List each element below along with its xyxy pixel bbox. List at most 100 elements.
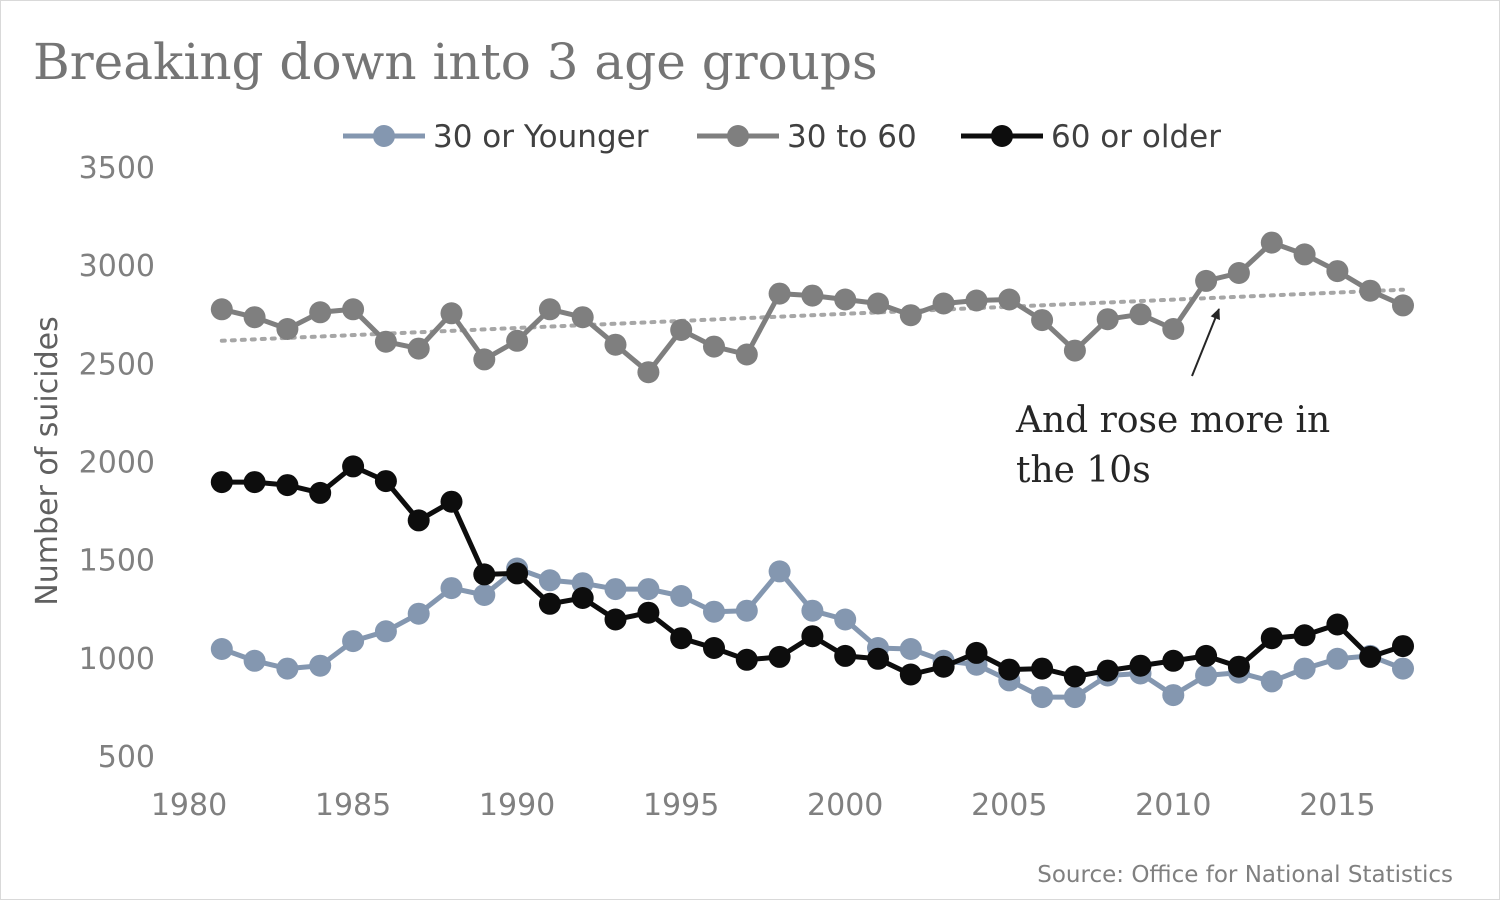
x-tick-label-2010: 2010: [1135, 788, 1211, 823]
data-point-60-or-older-2011: [1195, 644, 1218, 667]
x-tick-label-2005: 2005: [971, 788, 1047, 823]
legend-label-30-to-60: 30 to 60: [787, 119, 917, 155]
series-60-or-older: [210, 455, 1414, 688]
data-point-30-to-60-1993: [604, 333, 627, 356]
legend-marker-30-or-younger: [373, 125, 395, 147]
y-axis-title: Number of suicides: [30, 316, 65, 605]
data-point-60-or-older-2014: [1293, 624, 1316, 647]
data-point-30-or-younger-2015: [1326, 647, 1349, 670]
annotation-arrow: [1191, 308, 1220, 377]
y-tick-label-1500: 1500: [79, 544, 155, 579]
data-point-30-to-60-2010: [1162, 318, 1185, 340]
y-tick-label-2500: 2500: [79, 347, 155, 382]
series-layer: [210, 231, 1414, 709]
data-point-30-or-younger-1997: [735, 599, 758, 622]
trendline-30-to-60: [219, 287, 1405, 343]
data-point-30-or-younger-2017: [1392, 657, 1414, 680]
data-point-30-or-younger-1994: [637, 578, 660, 601]
data-point-30-to-60-2008: [1096, 308, 1119, 331]
data-point-60-or-older-2016: [1359, 645, 1382, 668]
data-point-60-or-older-2007: [1063, 665, 1086, 688]
data-point-30-to-60-1985: [342, 298, 365, 321]
series-30-to-60: [210, 231, 1414, 384]
data-point-30-to-60-2011: [1195, 269, 1218, 292]
data-point-30-to-60-2002: [899, 304, 922, 327]
y-tick-label-1000: 1000: [79, 642, 155, 677]
data-point-60-or-older-2013: [1260, 627, 1283, 650]
legend-label-30-or-younger: 30 or Younger: [433, 119, 649, 155]
data-point-30-to-60-2012: [1227, 262, 1250, 284]
data-point-30-to-60-2017: [1392, 294, 1414, 317]
data-point-30-to-60-1984: [309, 301, 332, 324]
data-point-30-or-younger-1982: [243, 649, 266, 672]
data-point-60-or-older-2017: [1392, 635, 1414, 658]
legend-item-30-or-younger: 30 or Younger: [343, 119, 649, 155]
data-point-30-or-younger-2010: [1162, 684, 1185, 707]
data-point-30-or-younger-1988: [440, 577, 463, 600]
data-point-30-or-younger-1983: [276, 657, 299, 680]
data-point-60-or-older-2005: [998, 658, 1021, 681]
y-tick-label-2000: 2000: [79, 446, 155, 481]
data-point-30-to-60-1987: [407, 337, 430, 360]
data-point-30-or-younger-2007: [1063, 686, 1086, 709]
data-point-30-to-60-2015: [1326, 260, 1349, 283]
data-point-30-or-younger-1985: [342, 630, 365, 653]
data-point-30-to-60-1996: [703, 335, 725, 358]
data-point-60-or-older-1984: [309, 481, 332, 504]
data-point-60-or-older-2008: [1096, 659, 1119, 682]
y-tick-label-3000: 3000: [79, 249, 155, 284]
data-point-30-or-younger-2000: [834, 608, 857, 631]
data-point-30-to-60-2014: [1293, 243, 1316, 266]
data-point-60-or-older-1995: [670, 627, 693, 650]
data-point-30-or-younger-2006: [1031, 686, 1054, 709]
data-point-60-or-older-1982: [243, 471, 266, 494]
data-point-60-or-older-2004: [965, 641, 988, 664]
source-note: Source: Office for National Statistics: [1037, 862, 1453, 888]
legend: 30 or Younger 30 to 60 60 or older: [343, 119, 1221, 155]
annotation-line-1: And rose more in: [1015, 400, 1330, 441]
data-point-30-to-60-1992: [571, 306, 594, 329]
data-point-30-or-younger-1998: [768, 560, 791, 583]
data-point-30-to-60-1994: [637, 361, 660, 384]
x-tick-label-1990: 1990: [479, 788, 555, 823]
data-point-30-to-60-2000: [834, 288, 857, 311]
data-point-60-or-older-1989: [473, 563, 496, 586]
data-point-60-or-older-2006: [1031, 657, 1054, 680]
legend-label-60-or-older: 60 or older: [1051, 119, 1221, 155]
data-point-30-or-younger-1986: [374, 620, 397, 643]
data-point-30-or-younger-1993: [604, 578, 627, 601]
data-point-30-or-younger-2011: [1195, 664, 1218, 687]
x-tick-label-2000: 2000: [807, 788, 883, 823]
data-point-30-to-60-2009: [1129, 303, 1152, 326]
data-point-60-or-older-1998: [768, 645, 791, 668]
data-point-30-to-60-1989: [473, 348, 496, 371]
data-point-30-to-60-2016: [1359, 279, 1382, 302]
x-tick-label-1995: 1995: [643, 788, 719, 823]
data-point-60-or-older-2000: [834, 644, 857, 667]
data-point-60-or-older-1990: [506, 562, 529, 585]
y-axis-ticks: 500 1000 1500 2000 2500 3000 3500: [79, 151, 155, 775]
x-tick-label-1985: 1985: [315, 788, 391, 823]
data-point-30-to-60-1983: [276, 318, 299, 340]
data-point-60-or-older-2010: [1162, 649, 1185, 672]
annotation: And rose more in the 10s: [1015, 308, 1330, 491]
data-point-30-to-60-2005: [998, 288, 1021, 311]
legend-item-60-or-older: 60 or older: [961, 119, 1221, 155]
data-point-60-or-older-1991: [538, 592, 561, 615]
legend-item-30-to-60: 30 to 60: [697, 119, 917, 155]
data-point-30-or-younger-1991: [538, 569, 561, 592]
data-point-30-or-younger-1987: [407, 602, 430, 625]
data-point-30-or-younger-2002: [899, 638, 922, 660]
data-point-30-to-60-2003: [932, 292, 955, 315]
series-line-30-to-60: [219, 240, 1406, 375]
data-point-30-to-60-1986: [374, 330, 397, 353]
data-point-60-or-older-1997: [735, 648, 758, 671]
data-point-30-to-60-1997: [735, 343, 758, 366]
x-axis-ticks: 1980 1985 1990 1995 2000 2005 2010 2015: [151, 788, 1376, 823]
data-point-30-or-younger-1999: [801, 599, 824, 622]
data-point-60-or-older-2002: [899, 663, 922, 686]
trendline-layer: [219, 287, 1405, 343]
y-tick-label-500: 500: [98, 740, 155, 775]
